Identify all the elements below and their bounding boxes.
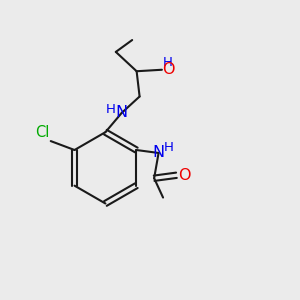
Text: H: H xyxy=(164,141,173,154)
Text: O: O xyxy=(178,168,190,183)
Text: H: H xyxy=(163,56,172,69)
Text: O: O xyxy=(163,62,175,77)
Text: H: H xyxy=(106,103,116,116)
Text: N: N xyxy=(152,146,165,160)
Text: Cl: Cl xyxy=(35,124,49,140)
Text: N: N xyxy=(116,105,128,120)
